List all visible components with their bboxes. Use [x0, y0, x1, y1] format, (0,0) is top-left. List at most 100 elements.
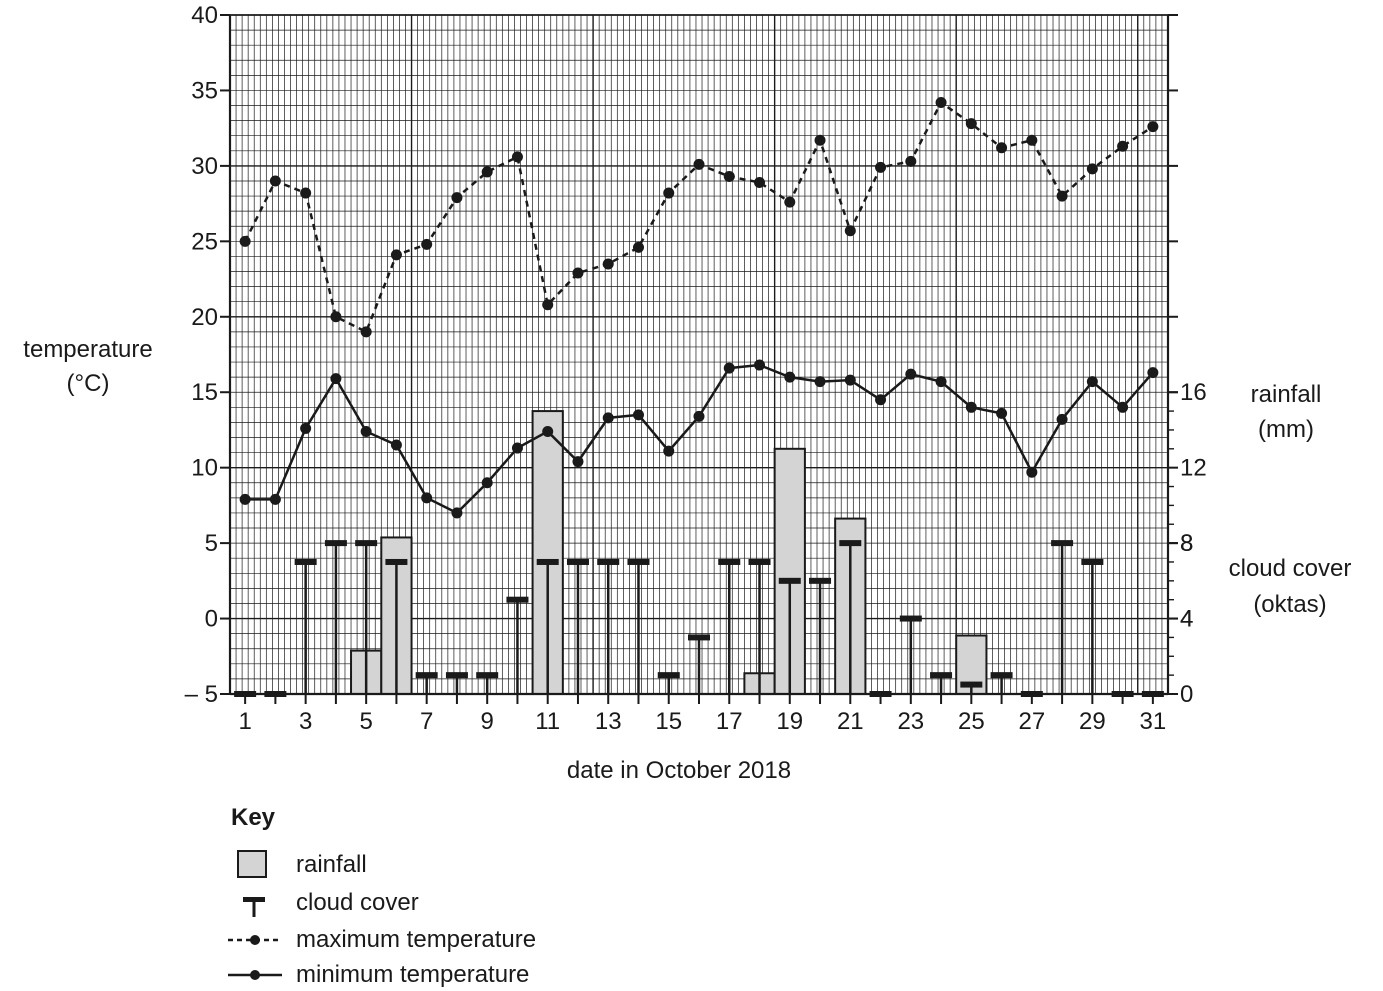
cloud-cover-mark	[1081, 558, 1104, 694]
cloud-cover-bar	[839, 540, 862, 547]
x-axis-tick-label: 19	[776, 708, 803, 735]
min-temperature-point	[360, 425, 372, 437]
cloud-axis-tick-label: 0	[1180, 681, 1193, 708]
cloud-cover-bar	[657, 672, 680, 679]
x-axis-tick-label: 3	[299, 708, 312, 735]
cloud-cover-mark	[1051, 540, 1074, 694]
legend: Key rainfall cloud cover maximum tempera…	[228, 804, 536, 988]
cloud-cover-mark	[688, 634, 710, 694]
max-temperature-point	[723, 170, 735, 182]
left-axis-tick-label: 20	[191, 304, 218, 331]
cloud-cover-mark	[960, 681, 983, 694]
x-axis-label: date in October 2018	[567, 757, 791, 784]
cloud-cover-mark	[748, 558, 771, 694]
cloud-cover-bar	[536, 558, 559, 565]
left-axis-tick-label: 15	[191, 379, 218, 406]
cloud-cover-bar	[355, 540, 378, 547]
dashed-line-dot-icon	[228, 935, 282, 945]
min-temperature-point	[663, 445, 675, 457]
cloud-cover-bar	[597, 558, 620, 565]
max-temperature-point	[239, 235, 251, 247]
max-temperature-point	[330, 311, 342, 323]
cloud-cover-mark	[778, 577, 801, 694]
min-temperature-point	[754, 359, 766, 371]
axes	[220, 14, 1178, 704]
solid-line-dot-icon	[228, 970, 282, 980]
max-temperature-point	[1086, 163, 1098, 175]
cloud-cover-bar	[960, 681, 983, 688]
x-axis-tick-label: 15	[655, 708, 682, 735]
legend-item-cloud-cover: cloud cover	[296, 889, 419, 916]
cloud-cover-bar	[566, 558, 589, 565]
left-axis-tick-label: 35	[191, 77, 218, 104]
cloud-cover-mark	[566, 558, 589, 694]
min-temperature-point	[390, 439, 402, 451]
cloud-cover-bar	[1051, 540, 1074, 547]
max-temperature-point	[390, 249, 402, 261]
max-temperature-point	[965, 118, 977, 130]
left-axis-tick-label: 0	[205, 606, 218, 633]
max-temperature-point	[451, 192, 463, 204]
left-axis-tick-label: 5	[205, 530, 218, 557]
cloud-cover-mark	[718, 558, 741, 694]
x-axis-tick-label: 23	[897, 708, 924, 735]
cloud-cover-mark	[627, 558, 650, 694]
min-temperature-point	[1117, 401, 1129, 413]
cloud-axis-tick-label: 8	[1180, 530, 1193, 557]
x-axis-tick-label: 7	[420, 708, 433, 735]
x-axis-tick-label: 5	[359, 708, 372, 735]
max-temperature-point	[754, 176, 766, 188]
cloud-cover-bar	[294, 558, 317, 565]
x-axis-tick-label: 17	[716, 708, 743, 735]
max-temperature-point	[481, 166, 493, 178]
cloud-axis-label-line1: cloud cover	[1229, 555, 1352, 582]
x-axis-tick-label: 13	[595, 708, 622, 735]
min-temperature-point	[935, 376, 947, 388]
max-temperature-point	[269, 175, 281, 187]
max-temperature-point	[996, 142, 1008, 154]
rainfall-axis-tick-label: 12	[1180, 455, 1207, 482]
cloud-cover-mark	[294, 558, 317, 694]
major-grid	[229, 14, 1168, 694]
left-axis-tick-label: – 5	[185, 681, 218, 708]
left-axis-tick-label: 40	[191, 2, 218, 29]
cloud-cover-mark	[899, 615, 922, 694]
cloud-axis-label-line2: (oktas)	[1253, 591, 1326, 618]
max-temperature-point	[935, 97, 947, 109]
x-axis-tick-label: 9	[481, 708, 494, 735]
x-axis-tick-label: 27	[1018, 708, 1045, 735]
min-temperature-point	[481, 477, 493, 489]
cloud-cover-mark	[476, 672, 499, 694]
min-temperature-point	[814, 376, 826, 388]
cloud-cover-bar	[506, 596, 529, 603]
min-temperature-point	[1056, 413, 1068, 425]
cloud-cover-mark	[415, 672, 438, 694]
min-temperature-point	[844, 374, 856, 386]
max-temperature-point	[1147, 121, 1159, 133]
minor-grid	[230, 15, 1169, 695]
legend-item-max-temp: maximum temperature	[296, 926, 536, 953]
cloud-cover-bar	[415, 672, 438, 679]
min-temperature-point	[965, 401, 977, 413]
cloud-cover-bar	[445, 672, 468, 679]
max-temperature-point	[421, 238, 433, 250]
x-axis-tick-label: 11	[535, 708, 560, 735]
cloud-cover-bar	[748, 558, 771, 565]
min-temperature-point	[602, 412, 614, 424]
x-axis-tick-label: 25	[958, 708, 985, 735]
cloud-cover-mark	[809, 577, 832, 694]
cloud-cover-bar	[476, 672, 499, 679]
max-temperature-point	[663, 187, 675, 199]
left-axis-tick-label: 10	[191, 455, 218, 482]
cloud-axis-tick-label: 4	[1180, 606, 1193, 633]
cloud-cover-mark	[930, 672, 953, 694]
cloud-cover-bar	[385, 558, 408, 565]
max-temperature-point	[1026, 134, 1038, 146]
cloud-cover-mark	[445, 672, 468, 694]
max-temperature-point	[542, 299, 554, 311]
left-axis-label-line2: (°C)	[67, 370, 110, 397]
min-temperature-point	[451, 507, 463, 519]
max-temperature-point	[784, 196, 796, 208]
min-temperature-point	[572, 456, 584, 468]
